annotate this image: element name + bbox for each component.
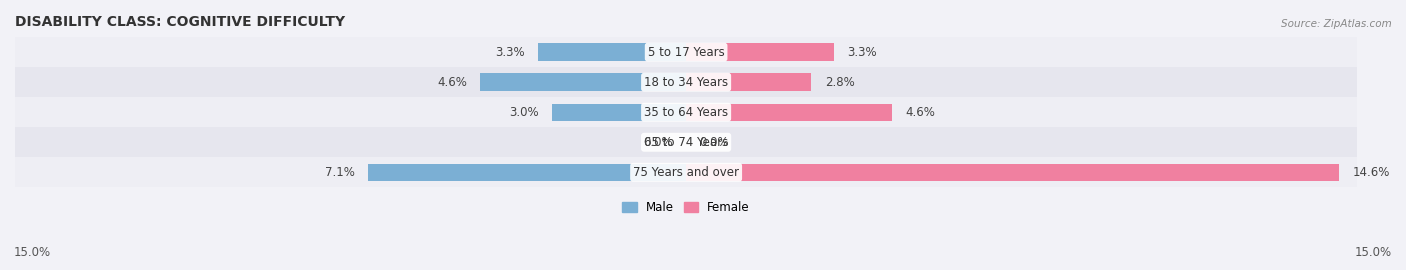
Text: 18 to 34 Years: 18 to 34 Years — [644, 76, 728, 89]
Text: 75 Years and over: 75 Years and over — [633, 166, 740, 179]
Text: 0.0%: 0.0% — [643, 136, 672, 149]
Bar — [481, 73, 686, 91]
Text: 4.6%: 4.6% — [437, 76, 467, 89]
Text: 2.8%: 2.8% — [825, 76, 855, 89]
Bar — [15, 37, 1357, 67]
Text: DISABILITY CLASS: COGNITIVE DIFFICULTY: DISABILITY CLASS: COGNITIVE DIFFICULTY — [15, 15, 344, 29]
Text: 15.0%: 15.0% — [1355, 246, 1392, 259]
Text: 35 to 64 Years: 35 to 64 Years — [644, 106, 728, 119]
Text: 3.0%: 3.0% — [509, 106, 538, 119]
Bar — [686, 43, 834, 61]
Text: 15.0%: 15.0% — [14, 246, 51, 259]
Text: 3.3%: 3.3% — [495, 46, 524, 59]
Text: 14.6%: 14.6% — [1353, 166, 1391, 179]
Bar — [15, 67, 1357, 97]
Bar — [686, 103, 891, 121]
Text: 3.3%: 3.3% — [848, 46, 877, 59]
Bar — [15, 127, 1357, 157]
Bar — [553, 103, 686, 121]
Bar — [15, 97, 1357, 127]
Bar — [368, 164, 686, 181]
Bar — [686, 73, 811, 91]
Text: 7.1%: 7.1% — [325, 166, 356, 179]
Legend: Male, Female: Male, Female — [617, 197, 755, 219]
Text: 65 to 74 Years: 65 to 74 Years — [644, 136, 728, 149]
Bar — [15, 157, 1357, 187]
Bar — [538, 43, 686, 61]
Text: Source: ZipAtlas.com: Source: ZipAtlas.com — [1281, 19, 1392, 29]
Text: 5 to 17 Years: 5 to 17 Years — [648, 46, 724, 59]
Text: 4.6%: 4.6% — [905, 106, 935, 119]
Text: 0.0%: 0.0% — [700, 136, 730, 149]
Bar — [686, 164, 1340, 181]
